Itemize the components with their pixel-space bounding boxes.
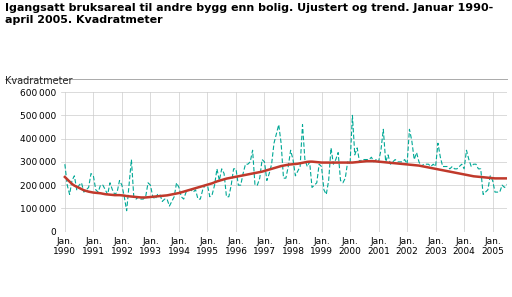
Text: Igangsatt bruksareal til andre bygg enn bolig. Ujustert og trend. Januar 1990-
a: Igangsatt bruksareal til andre bygg enn …	[5, 3, 494, 25]
Text: Kvadratmeter: Kvadratmeter	[5, 76, 73, 86]
